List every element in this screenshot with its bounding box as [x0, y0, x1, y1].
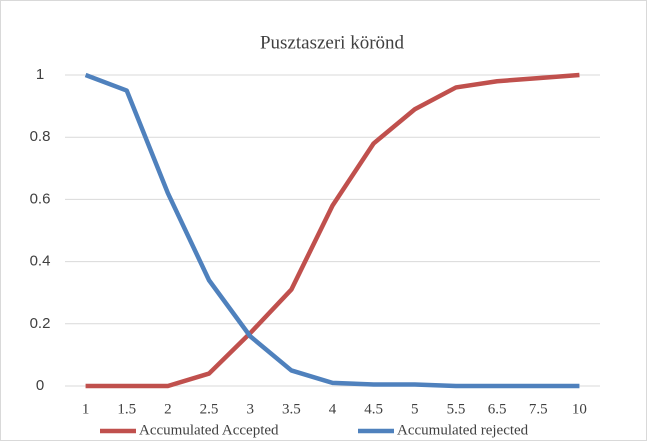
- y-tick-label: 0.4: [30, 253, 51, 270]
- series-line: [84, 72, 580, 389]
- y-tick-label: 0.2: [30, 315, 51, 332]
- y-tick-label: 0.8: [30, 128, 51, 145]
- x-tick-label: 4: [329, 401, 337, 417]
- x-tick-label: 5: [411, 401, 419, 417]
- x-tick-label: 10: [572, 401, 587, 417]
- legend-label: Accumulated Accepted: [139, 422, 279, 438]
- x-tick-label: 2.5: [200, 401, 219, 417]
- x-tick-label: 2: [164, 401, 172, 417]
- y-tick-label: 0: [36, 377, 44, 394]
- x-tick-label: 3.5: [282, 401, 301, 417]
- series-line: [85, 72, 580, 389]
- x-tick-label: 1: [82, 401, 90, 417]
- x-tick-label: 3: [246, 401, 254, 417]
- x-tick-label: 5.5: [447, 401, 466, 417]
- x-tick-label: 7.5: [529, 401, 548, 417]
- x-tick-label: 6.5: [488, 401, 507, 417]
- y-tick-label: 1: [36, 66, 44, 83]
- chart-title: Pusztaszeri körönd: [260, 32, 405, 53]
- x-tick-label: 1.5: [117, 401, 136, 417]
- x-tick-label: 4.5: [364, 401, 383, 417]
- y-tick-label: 0.6: [30, 190, 51, 207]
- legend-label: Accumulated rejected: [397, 422, 529, 438]
